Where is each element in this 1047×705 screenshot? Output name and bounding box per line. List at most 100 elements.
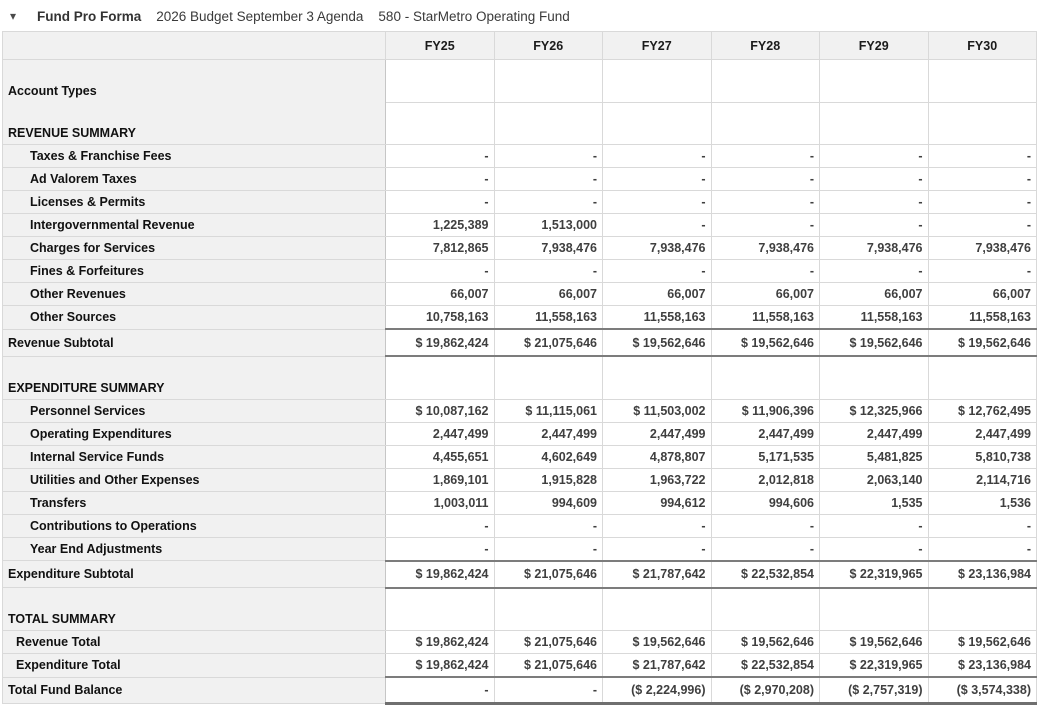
value-cell: 2,447,499 bbox=[710, 421, 820, 446]
value-cell: $ 21,787,642 bbox=[602, 559, 712, 589]
row-label: Year End Adjustments bbox=[2, 536, 386, 561]
row-label: Operating Expenditures bbox=[2, 421, 386, 446]
value-cell: - bbox=[710, 190, 820, 214]
page-title: Fund Pro Forma bbox=[37, 9, 142, 24]
value-cell: 5,810,738 bbox=[927, 444, 1037, 469]
value-cell: $ 21,075,646 bbox=[493, 653, 603, 678]
row-label: Charges for Services bbox=[2, 236, 386, 260]
value-cell: 11,558,163 bbox=[493, 305, 603, 330]
value-cell: 11,558,163 bbox=[819, 305, 929, 330]
row-label: EXPENDITURE SUMMARY bbox=[2, 355, 386, 400]
value-cell: $ 19,862,424 bbox=[385, 559, 495, 589]
value-cell: ($ 2,970,208) bbox=[710, 676, 820, 705]
value-cell: - bbox=[819, 536, 929, 561]
value-cell: $ 21,075,646 bbox=[493, 630, 603, 654]
table-row: Expenditure Total $ 19,862,424 $ 21,075,64… bbox=[2, 653, 1037, 678]
row-label: Account Types bbox=[2, 59, 386, 102]
row-label: Contributions to Operations bbox=[2, 513, 386, 538]
value-cell: - bbox=[927, 536, 1037, 561]
value-cell bbox=[710, 59, 820, 103]
value-cell: 1,225,389 bbox=[385, 213, 495, 237]
value-cell: - bbox=[493, 513, 603, 538]
value-cell bbox=[819, 101, 929, 145]
column-header: FY27 bbox=[602, 31, 712, 60]
value-cell: $ 19,862,424 bbox=[385, 630, 495, 654]
value-cell: - bbox=[493, 536, 603, 561]
value-cell: - bbox=[710, 259, 820, 283]
table-header-row: FY25 FY26 FY27 FY28 FY29 FY30 bbox=[2, 31, 1037, 60]
value-cell: 11,558,163 bbox=[602, 305, 712, 330]
table-row: Account Types bbox=[2, 59, 1037, 103]
column-header: FY26 bbox=[493, 31, 603, 60]
value-cell: - bbox=[602, 167, 712, 191]
row-label: Revenue Total bbox=[2, 630, 386, 654]
table-body: Account Types REVENUE SUMMARY Taxes & Fran… bbox=[2, 59, 1037, 705]
value-cell: $ 19,562,646 bbox=[602, 630, 712, 654]
row-label: REVENUE SUMMARY bbox=[2, 101, 386, 145]
value-cell: - bbox=[819, 213, 929, 237]
table-row: Licenses & Permits - - - - - - bbox=[2, 190, 1037, 214]
value-cell: 4,878,807 bbox=[602, 444, 712, 469]
value-cell: - bbox=[927, 213, 1037, 237]
table-row: REVENUE SUMMARY bbox=[2, 101, 1037, 145]
value-cell: $ 22,532,854 bbox=[710, 653, 820, 678]
value-cell: $ 22,319,965 bbox=[819, 559, 929, 589]
table-row: Other Revenues 66,007 66,007 66,007 66,007 66… bbox=[2, 282, 1037, 306]
value-cell: ($ 2,757,319) bbox=[819, 676, 929, 705]
table-row: Transfers 1,003,011 994,609 994,612 994,606 1… bbox=[2, 490, 1037, 515]
value-cell: 66,007 bbox=[602, 282, 712, 306]
value-cell: - bbox=[493, 144, 603, 168]
row-label: Expenditure Subtotal bbox=[2, 560, 386, 588]
value-cell: $ 11,503,002 bbox=[602, 398, 712, 423]
value-cell bbox=[385, 355, 495, 400]
table-row: Taxes & Franchise Fees - - - - - - bbox=[2, 144, 1037, 168]
value-cell: - bbox=[819, 144, 929, 168]
value-cell: $ 19,562,646 bbox=[819, 630, 929, 654]
table-row: Fines & Forfeitures - - - - - - bbox=[2, 259, 1037, 283]
value-cell: 994,612 bbox=[602, 490, 712, 515]
value-cell bbox=[819, 59, 929, 103]
value-cell: $ 23,136,984 bbox=[927, 559, 1037, 589]
table-row: Year End Adjustments - - - - - - bbox=[2, 536, 1037, 561]
value-cell: $ 19,562,646 bbox=[710, 328, 820, 357]
value-cell: $ 19,862,424 bbox=[385, 328, 495, 357]
value-cell: 2,447,499 bbox=[819, 421, 929, 446]
value-cell: - bbox=[493, 190, 603, 214]
value-cell: - bbox=[819, 513, 929, 538]
collapse-chevron-icon[interactable]: ▾ bbox=[10, 9, 17, 23]
value-cell: - bbox=[819, 167, 929, 191]
value-cell: - bbox=[927, 259, 1037, 283]
value-cell: 2,447,499 bbox=[927, 421, 1037, 446]
value-cell: 2,447,499 bbox=[602, 421, 712, 446]
row-label: Total Fund Balance bbox=[2, 676, 386, 704]
value-cell: - bbox=[493, 167, 603, 191]
value-cell: - bbox=[927, 513, 1037, 538]
value-cell: $ 10,087,162 bbox=[385, 398, 495, 423]
value-cell: - bbox=[710, 536, 820, 561]
value-cell: 2,447,499 bbox=[493, 421, 603, 446]
value-cell: $ 22,319,965 bbox=[819, 653, 929, 678]
value-cell: - bbox=[385, 144, 495, 168]
value-cell bbox=[385, 587, 495, 631]
value-cell bbox=[927, 587, 1037, 631]
value-cell: 4,455,651 bbox=[385, 444, 495, 469]
value-cell: 66,007 bbox=[927, 282, 1037, 306]
value-cell: 7,938,476 bbox=[710, 236, 820, 260]
value-cell: - bbox=[602, 259, 712, 283]
value-cell: 7,812,865 bbox=[385, 236, 495, 260]
row-label: Revenue Subtotal bbox=[2, 328, 386, 357]
value-cell bbox=[927, 355, 1037, 400]
value-cell: 10,758,163 bbox=[385, 305, 495, 330]
value-cell: 66,007 bbox=[710, 282, 820, 306]
value-cell bbox=[602, 355, 712, 400]
table-row: Intergovernmental Revenue 1,225,389 1,513,… bbox=[2, 213, 1037, 237]
value-cell: 11,558,163 bbox=[927, 305, 1037, 330]
pro-forma-table: FY25 FY26 FY27 FY28 FY29 FY30 Account Types RE… bbox=[2, 31, 1037, 705]
value-cell: 7,938,476 bbox=[493, 236, 603, 260]
value-cell bbox=[385, 59, 495, 103]
row-label: Expenditure Total bbox=[2, 653, 386, 678]
value-cell: - bbox=[602, 536, 712, 561]
value-cell: $ 19,562,646 bbox=[927, 328, 1037, 357]
value-cell bbox=[602, 101, 712, 145]
column-header: FY30 bbox=[927, 31, 1037, 60]
